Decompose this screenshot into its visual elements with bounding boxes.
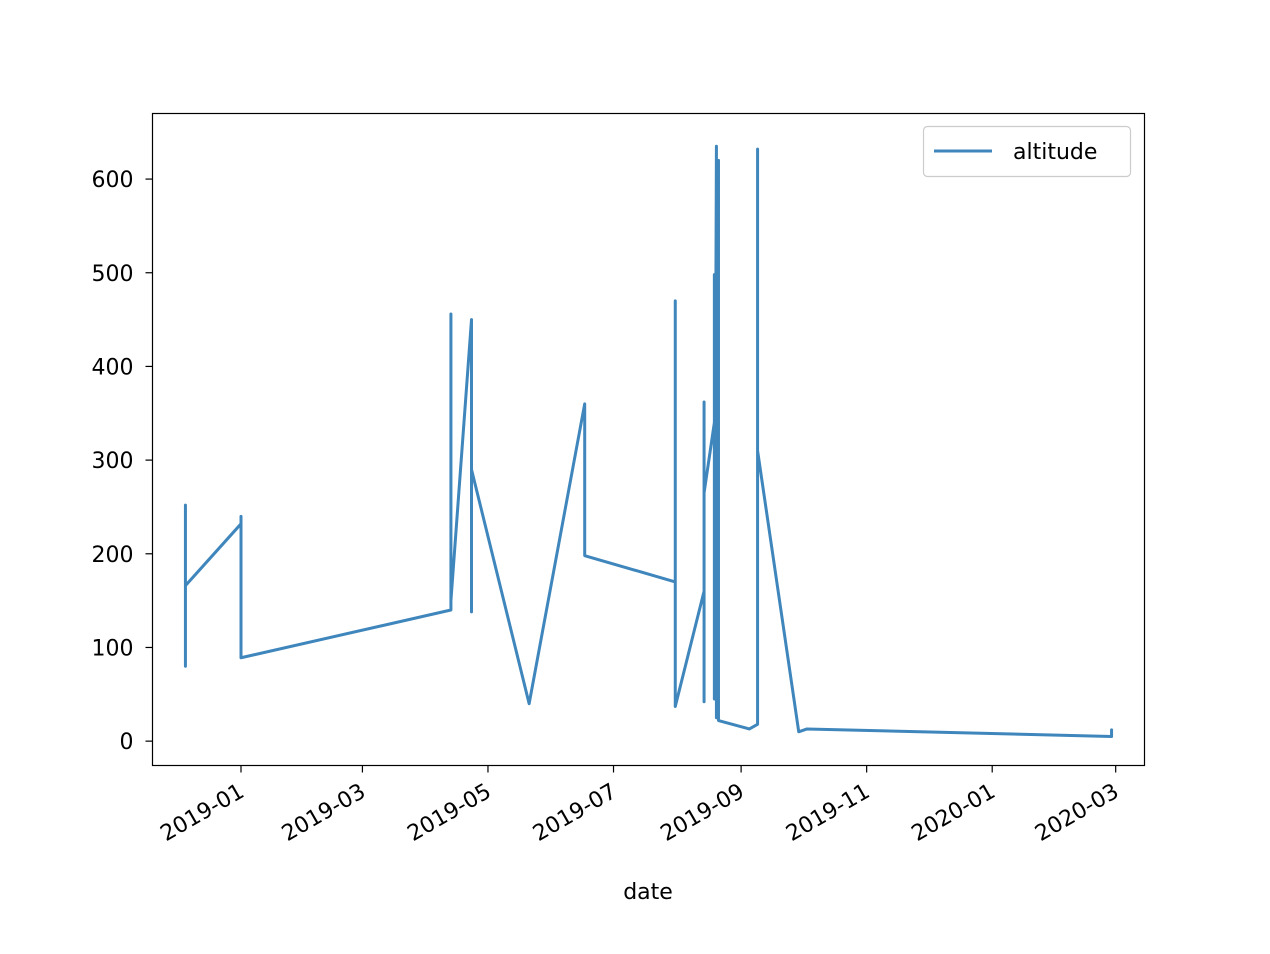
y-tick-label: 300 [92, 449, 134, 474]
y-tick-label: 200 [92, 543, 134, 568]
axis-ticks: 2019-01 2019-03 2019-05 2019-07 2019-09 2019-… [92, 168, 1124, 847]
legend: altitude [924, 127, 1131, 177]
y-tick-label: 500 [92, 262, 134, 287]
x-tick-label: 2019-07 [529, 779, 621, 847]
x-tick-label: 2020-03 [1031, 779, 1123, 847]
x-tick-label: 2019-05 [403, 779, 495, 847]
series-layer [185, 146, 1111, 736]
x-tick-label: 2019-01 [156, 779, 248, 847]
y-tick-label: 0 [120, 730, 134, 755]
x-tick-label: 2020-01 [908, 779, 1000, 847]
y-tick-label: 400 [92, 355, 134, 380]
y-tick-label: 600 [92, 168, 134, 193]
x-axis-title: date [623, 880, 673, 905]
y-tick-label: 100 [92, 636, 134, 661]
x-tick-label: 2019-03 [278, 779, 370, 847]
legend-label-altitude: altitude [1013, 140, 1097, 165]
plot-frame [153, 114, 1145, 766]
x-tick-label: 2019-09 [657, 779, 749, 847]
series-line-altitude [185, 146, 1111, 736]
x-tick-label: 2019-11 [782, 779, 874, 847]
